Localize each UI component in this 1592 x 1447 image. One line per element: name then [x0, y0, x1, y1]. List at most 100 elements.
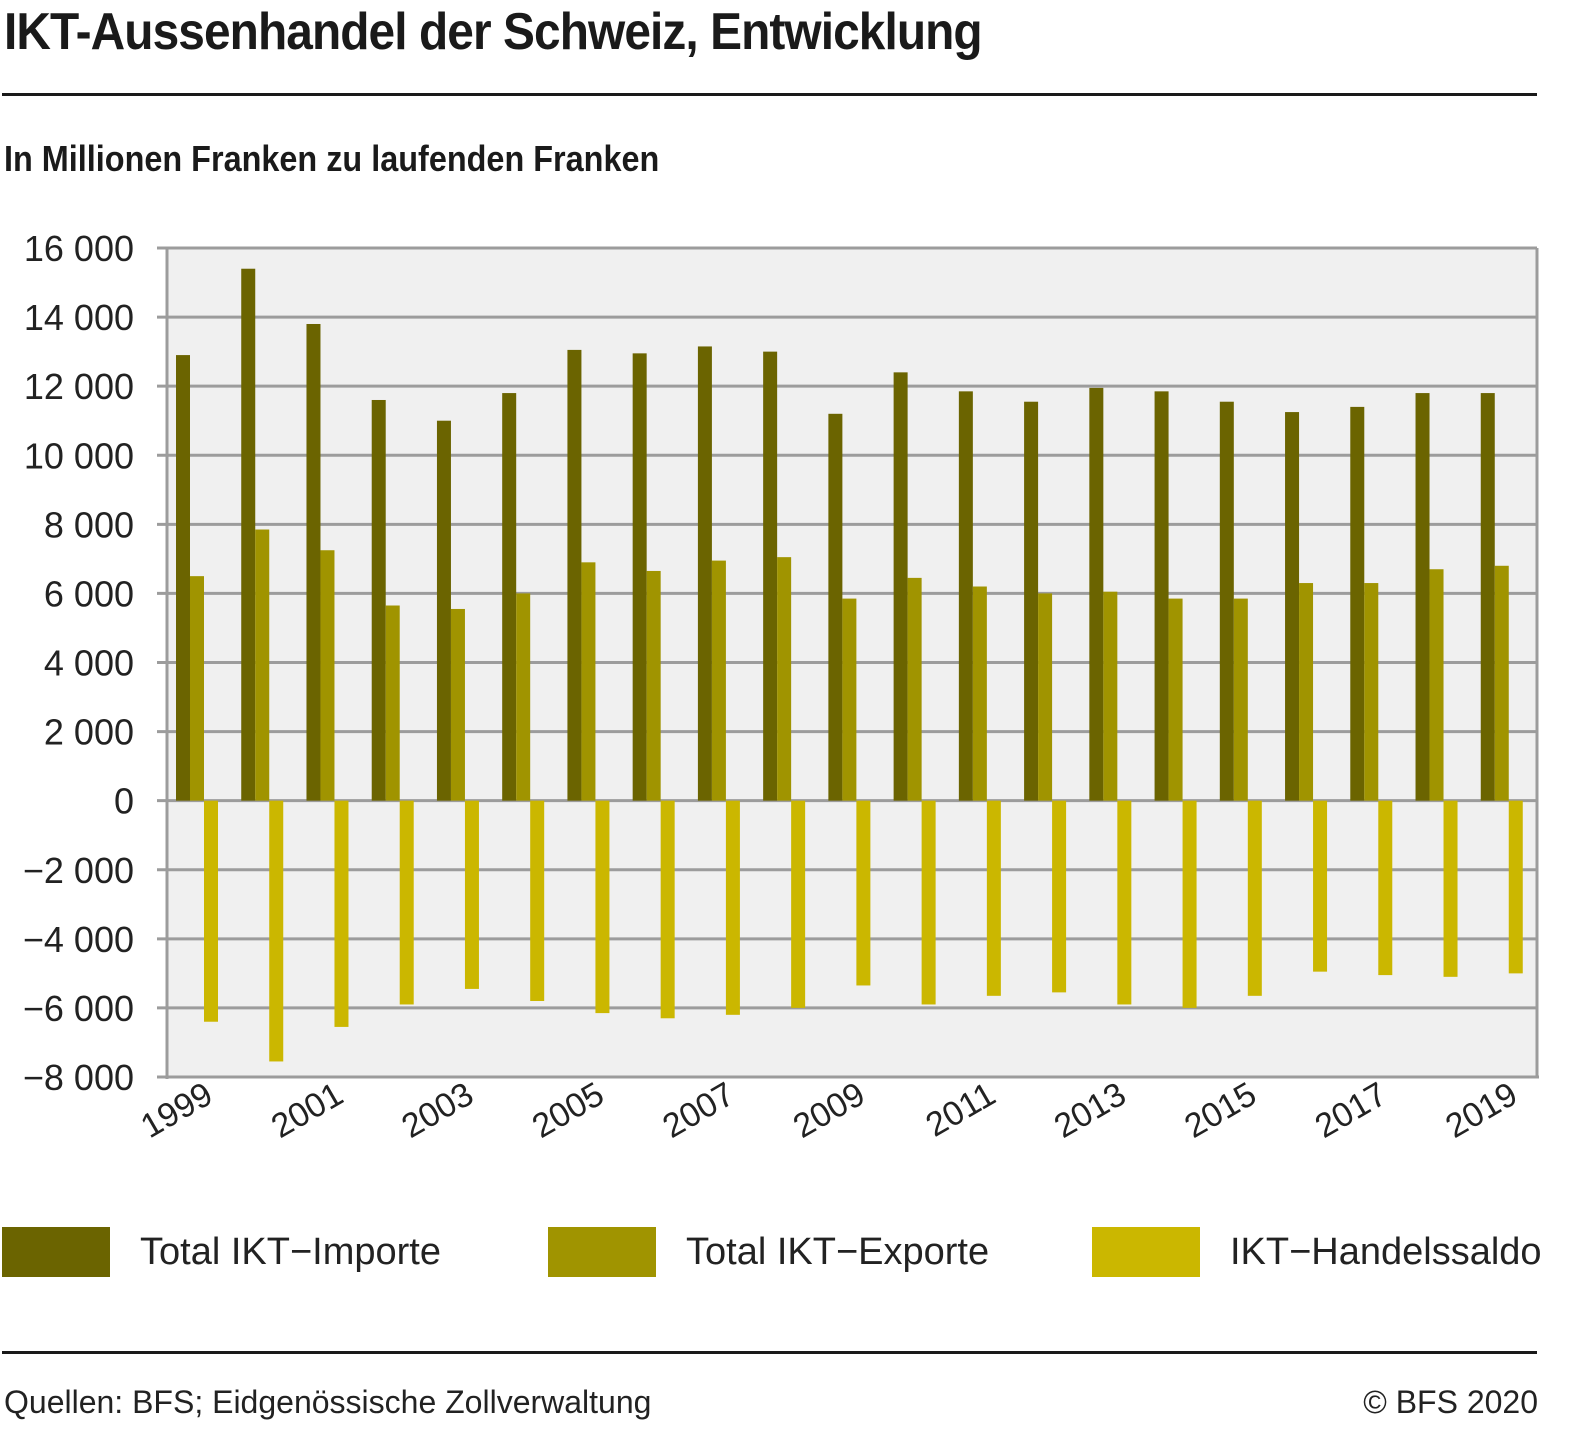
bar-importe-2014: [1154, 391, 1169, 801]
y-tick-label: −6 000: [23, 988, 134, 1029]
bar-importe-2006: [632, 353, 647, 801]
bar-exporte-2018: [1429, 569, 1444, 801]
bar-importe-1999: [176, 355, 190, 801]
bar-exporte-2010: [907, 577, 922, 801]
bar-saldo-2006: [660, 800, 675, 1019]
legend-item-importe: Total IKT−Importe: [2, 1226, 441, 1278]
bar-importe-2000: [241, 268, 256, 801]
bar-saldo-2017: [1378, 800, 1393, 976]
y-tick-label: −8 000: [23, 1057, 134, 1098]
bar-exporte-2017: [1364, 583, 1379, 801]
bar-importe-2001: [306, 323, 321, 801]
bar-saldo-2013: [1117, 800, 1132, 1005]
chart-subtitle: In Millionen Franken zu laufenden Franke…: [4, 138, 660, 179]
legend-swatch-importe: [2, 1227, 110, 1277]
bar-importe-2013: [1089, 387, 1104, 801]
title-divider: [2, 93, 1537, 96]
bar-saldo-2003: [464, 800, 479, 989]
bar-saldo-2019: [1508, 800, 1523, 974]
bar-exporte-2000: [255, 529, 270, 801]
bar-importe-2003: [436, 420, 451, 801]
bar-exporte-2004: [516, 593, 531, 801]
legend-label-saldo: IKT−Handelssaldo: [1230, 1230, 1542, 1273]
bar-exporte-2003: [450, 608, 465, 801]
bar-importe-2011: [958, 391, 973, 801]
y-tick-label: 10 000: [24, 435, 134, 476]
legend: Total IKT−Importe Total IKT−Exporte IKT−…: [0, 1226, 1592, 1278]
legend-item-exporte: Total IKT−Exporte: [548, 1226, 989, 1278]
copyright-note: © BFS 2020: [1363, 1384, 1538, 1420]
bar-saldo-2011: [986, 800, 1001, 996]
bar-exporte-2005: [581, 562, 596, 801]
bar-importe-2015: [1219, 401, 1234, 801]
bar-importe-2005: [567, 349, 582, 801]
bar-saldo-2014: [1182, 800, 1197, 1008]
bar-importe-2018: [1415, 393, 1430, 801]
legend-label-exporte: Total IKT−Exporte: [686, 1230, 990, 1273]
bar-saldo-2012: [1052, 800, 1067, 993]
y-tick-label: 8 000: [44, 504, 134, 545]
x-tick-label: 2013: [1048, 1075, 1133, 1146]
x-tick-label: 2009: [787, 1075, 872, 1146]
x-tick-label: 2003: [395, 1075, 480, 1146]
x-tick-label: 2011: [920, 1075, 1002, 1144]
x-tick-label: 2005: [526, 1075, 611, 1146]
y-tick-label: −2 000: [23, 850, 134, 891]
y-tick-label: 4 000: [44, 643, 134, 684]
y-tick-label: 16 000: [24, 228, 134, 269]
y-tick-label: 6 000: [44, 573, 134, 614]
bar-exporte-2006: [646, 570, 661, 801]
x-tick-label: 2001: [265, 1075, 350, 1146]
bar-saldo-2015: [1247, 800, 1262, 996]
bar-importe-2010: [893, 372, 908, 801]
x-tick-label: 2017: [1309, 1075, 1394, 1146]
bar-exporte-2013: [1103, 591, 1118, 801]
bar-exporte-2019: [1494, 565, 1509, 801]
bar-exporte-1999: [190, 576, 204, 801]
bar-exporte-2015: [1233, 598, 1248, 801]
bar-importe-2004: [502, 393, 517, 801]
bar-chart: 16 000 14 000 12 000 10 000 8 000 6 000 4 000 2…: [23, 228, 1539, 1146]
bar-importe-2009: [828, 413, 843, 801]
bar-importe-2017: [1350, 406, 1365, 801]
bar-saldo-2016: [1313, 800, 1328, 972]
bar-importe-2002: [371, 399, 386, 801]
y-tick-label: −4 000: [23, 919, 134, 960]
y-tick-label: 0: [114, 781, 134, 822]
y-tick-label: 14 000: [24, 297, 134, 338]
bar-importe-2007: [697, 346, 712, 801]
bar-exporte-2009: [842, 598, 857, 801]
bar-importe-2012: [1024, 401, 1039, 801]
bar-exporte-2016: [1299, 583, 1314, 801]
y-tick-label: 2 000: [44, 712, 134, 753]
bar-saldo-2010: [921, 800, 936, 1005]
bar-saldo-2004: [530, 800, 545, 1002]
legend-swatch-saldo: [1092, 1227, 1200, 1277]
bar-exporte-2012: [1038, 593, 1053, 801]
bar-exporte-2014: [1168, 598, 1183, 801]
x-tick-label: 2007: [656, 1075, 741, 1146]
x-tick-label: 2015: [1178, 1075, 1263, 1146]
bar-importe-2008: [763, 351, 778, 801]
bar-saldo-2005: [595, 800, 610, 1014]
legend-item-saldo: IKT−Handelssaldo: [1092, 1226, 1542, 1278]
bar-saldo-2009: [856, 800, 871, 986]
x-tick-label: 1999: [134, 1075, 219, 1146]
legend-swatch-exporte: [548, 1227, 656, 1277]
bar-saldo-2002: [399, 800, 414, 1005]
y-tick-label: 12 000: [24, 366, 134, 407]
bar-saldo-2000: [269, 800, 284, 1062]
chart-title: IKT-Aussenhandel der Schweiz, Entwicklun…: [4, 3, 983, 61]
bar-exporte-2011: [972, 586, 987, 801]
bar-importe-2016: [1285, 412, 1300, 801]
bar-exporte-2007: [711, 560, 726, 801]
source-note: Quellen: BFS; Eidgenössische Zollverwalt…: [4, 1384, 652, 1420]
bar-exporte-2001: [320, 550, 335, 801]
bar-saldo-2007: [725, 800, 740, 1015]
legend-label-importe: Total IKT−Importe: [140, 1230, 441, 1273]
footer-divider: [2, 1351, 1537, 1354]
bar-exporte-2008: [777, 557, 792, 801]
bar-saldo-2008: [791, 800, 806, 1008]
bar-saldo-1999: [204, 800, 218, 1022]
bar-exporte-2002: [385, 605, 400, 801]
